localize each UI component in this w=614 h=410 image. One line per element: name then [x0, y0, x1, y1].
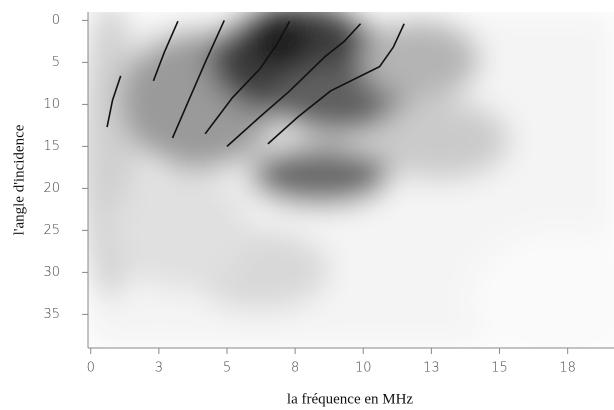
x-tick-label: 0	[87, 361, 95, 376]
y-tick-label: 20	[43, 181, 60, 196]
x-tick-label: 15	[491, 361, 508, 376]
y-tick-label: 5	[52, 55, 60, 70]
x-tick-label: 13	[423, 361, 440, 376]
intensity-background	[80, 0, 614, 370]
x-axis-title: la fréquence en MHz	[287, 391, 414, 407]
y-tick-label: 30	[43, 265, 60, 280]
x-tick-label: 3	[155, 361, 163, 376]
x-tick-label: 18	[559, 361, 576, 376]
x-tick-label: 8	[291, 361, 299, 376]
x-tick-label: 5	[223, 361, 231, 376]
y-tick-label: 25	[43, 223, 60, 238]
x-tick-label: 10	[355, 361, 372, 376]
y-tick-label: 35	[43, 307, 60, 322]
y-tick-label: 10	[43, 97, 60, 112]
chart: la fréquence en MHz l'angle d'incidence …	[0, 0, 614, 410]
y-axis-title: l'angle d'incidence	[11, 124, 27, 235]
y-tick-label: 0	[52, 13, 60, 28]
y-tick-label: 15	[43, 139, 60, 154]
